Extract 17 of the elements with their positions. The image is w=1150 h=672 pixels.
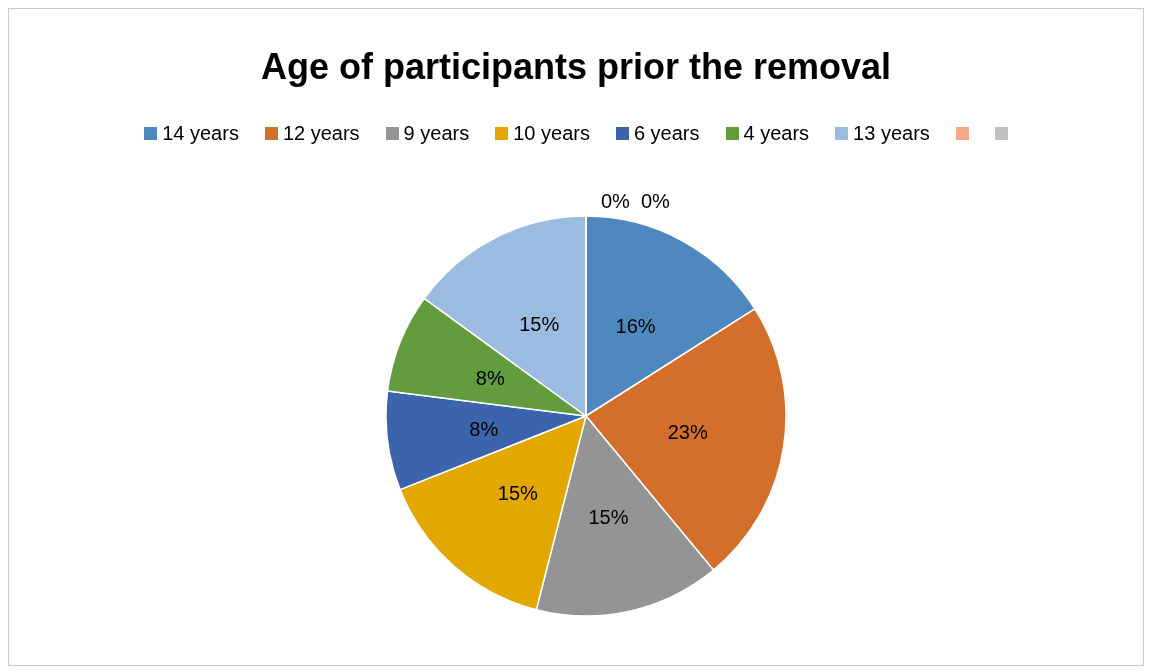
text: 0% bbox=[601, 190, 630, 212]
data-label: 8% bbox=[469, 417, 499, 440]
legend-label: 4 years bbox=[743, 121, 810, 145]
legend-label: 14 years bbox=[162, 121, 239, 145]
data-label: 15% bbox=[588, 505, 629, 528]
legend-label: 6 years bbox=[633, 121, 700, 145]
legend-label: 12 years bbox=[282, 121, 360, 145]
data-label: 23% bbox=[667, 421, 708, 444]
text: 0% bbox=[641, 190, 670, 212]
legend-label: 9 years bbox=[403, 121, 470, 145]
data-label: 15% bbox=[519, 313, 560, 336]
legend-label: 10 years bbox=[513, 121, 590, 145]
data-label: 16% bbox=[615, 314, 656, 337]
legend-label: 13 years bbox=[853, 121, 930, 145]
chart-title: Age of participants prior the removal bbox=[260, 45, 892, 87]
data-label: 15% bbox=[497, 482, 539, 505]
data-label: 8% bbox=[475, 367, 505, 390]
